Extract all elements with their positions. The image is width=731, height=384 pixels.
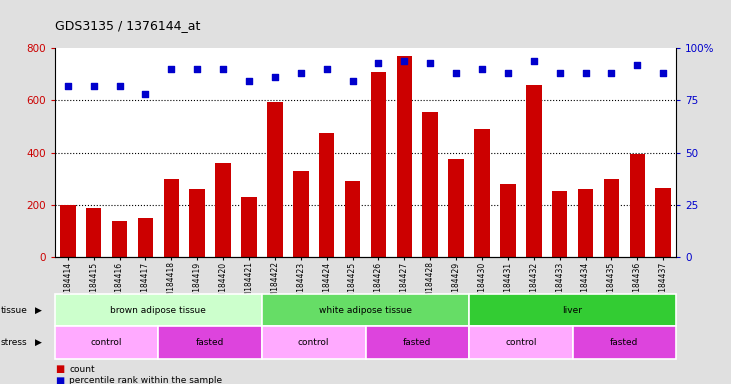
Bar (526, 84, 542, 257)
Bar (474, 129, 490, 257)
Text: white adipose tissue: white adipose tissue (319, 306, 412, 314)
Text: tissue: tissue (1, 306, 28, 314)
Bar (345, 181, 360, 257)
Bar (656, 188, 671, 257)
Bar (86, 208, 102, 257)
Point (346, 78, 358, 84)
Bar (629, 154, 645, 257)
Point (165, 66, 177, 72)
Point (321, 66, 333, 72)
Point (269, 74, 281, 80)
Point (502, 70, 514, 76)
Point (580, 70, 591, 76)
Text: ▶: ▶ (35, 306, 42, 314)
Bar (137, 218, 154, 257)
Text: count: count (69, 365, 95, 374)
Point (217, 66, 229, 72)
Bar (164, 179, 179, 257)
Point (450, 70, 462, 76)
Text: ▶: ▶ (35, 338, 42, 347)
Text: ■: ■ (55, 376, 64, 384)
Bar (577, 189, 594, 257)
Bar (189, 189, 205, 257)
Point (88, 83, 99, 89)
Point (476, 66, 488, 72)
Text: control: control (505, 338, 537, 347)
Text: brown adipose tissue: brown adipose tissue (110, 306, 206, 314)
Text: GDS3135 / 1376144_at: GDS3135 / 1376144_at (55, 19, 200, 32)
Point (140, 91, 151, 97)
Bar (396, 56, 412, 257)
Point (398, 58, 410, 64)
Bar (500, 184, 515, 257)
Text: fasted: fasted (610, 338, 639, 347)
Bar (216, 163, 231, 257)
Point (528, 58, 539, 64)
Bar (267, 102, 283, 257)
Bar (241, 197, 257, 257)
Point (632, 62, 643, 68)
Point (114, 83, 126, 89)
Point (243, 78, 255, 84)
Text: control: control (91, 338, 122, 347)
Bar (448, 159, 464, 257)
Bar (604, 179, 619, 257)
Bar (319, 133, 334, 257)
Point (295, 70, 306, 76)
Point (62, 83, 74, 89)
Bar (60, 205, 75, 257)
Bar (371, 71, 386, 257)
Point (657, 70, 669, 76)
Point (554, 70, 566, 76)
Text: fasted: fasted (196, 338, 224, 347)
Point (373, 60, 385, 66)
Point (192, 66, 203, 72)
Text: control: control (298, 338, 330, 347)
Bar (423, 112, 438, 257)
Bar (552, 190, 567, 257)
Bar (293, 171, 308, 257)
Text: fasted: fasted (403, 338, 431, 347)
Text: liver: liver (563, 306, 583, 314)
Text: stress: stress (1, 338, 27, 347)
Bar (112, 221, 127, 257)
Point (605, 70, 617, 76)
Text: percentile rank within the sample: percentile rank within the sample (69, 376, 222, 384)
Point (425, 60, 436, 66)
Text: ■: ■ (55, 364, 64, 374)
